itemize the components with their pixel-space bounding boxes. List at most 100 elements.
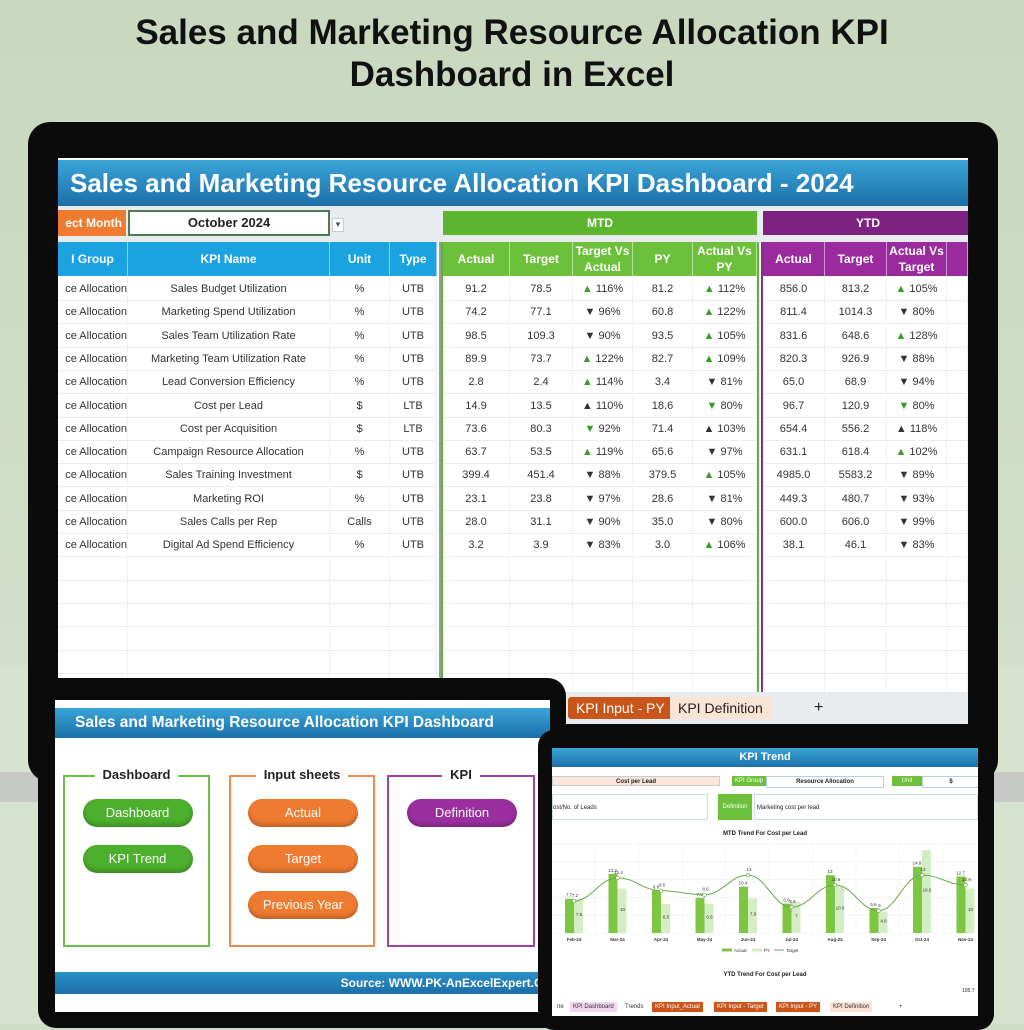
empty-cell xyxy=(573,650,633,674)
table-cell-m-avp: ▲ 112% xyxy=(693,278,757,301)
x-tick-label: Oct-24 xyxy=(915,937,930,942)
target-button[interactable]: Target xyxy=(248,845,358,873)
table-cell-type: UTB xyxy=(390,441,437,465)
trend-tab[interactable]: ne xyxy=(554,1002,567,1012)
table-cell-y-tgt: 46.1 xyxy=(825,534,887,558)
arrow-up-icon: ▲ xyxy=(895,422,910,435)
table-cell-group: ce Allocation xyxy=(58,347,128,371)
percent-value: 99% xyxy=(912,516,935,528)
arrow-down-icon: ▼ xyxy=(898,306,913,319)
table-cell-m-tgt: 31.1 xyxy=(510,511,573,534)
select-month-label: ect Month xyxy=(58,210,126,236)
trend-tab[interactable]: KPI Dashboard xyxy=(570,1002,617,1012)
trend-title: KPI Trend xyxy=(552,748,978,767)
target-point xyxy=(658,888,664,893)
arrow-down-icon: ▼ xyxy=(898,352,913,365)
table-cell-m-tva: ▼ 97% xyxy=(573,487,633,511)
chevron-down-icon[interactable]: ▼ xyxy=(332,218,344,232)
empty-cell xyxy=(330,604,390,628)
arrow-down-icon: ▼ xyxy=(706,492,721,505)
table-cell-m-tva: ▼ 90% xyxy=(573,324,633,348)
column-header-name: KPI Name xyxy=(128,242,330,276)
data-label-target: 5.8 xyxy=(789,899,796,904)
table-cell-group: ce Allocation xyxy=(58,301,128,325)
data-label-py: 4.8 xyxy=(880,918,887,923)
percent-value: 80% xyxy=(720,516,743,528)
table-cell-name: Marketing ROI xyxy=(128,487,330,511)
kpi-trend-button[interactable]: KPI Trend xyxy=(82,845,193,873)
month-select[interactable]: October 2024 xyxy=(128,210,330,236)
table-cell-m-tva: ▼ 83% xyxy=(573,534,633,558)
column-header-y-avt: Actual Vs Target xyxy=(887,242,947,276)
mtd-section-header: MTD xyxy=(443,211,757,235)
add-sheet-button[interactable]: + xyxy=(814,699,824,716)
empty-cell xyxy=(330,627,390,651)
bar-py xyxy=(574,899,583,933)
column-header-m-act: Actual xyxy=(443,242,510,276)
tab-kpi-input-py[interactable]: KPI Input - PY xyxy=(568,697,673,719)
bar-py xyxy=(661,904,670,933)
table-cell-unit: % xyxy=(330,301,390,325)
percent-value: 83% xyxy=(598,539,621,552)
column-header-type: Type xyxy=(390,242,437,276)
table-cell-y-avt: ▲ 118% xyxy=(887,417,947,441)
table-cell-m-avp: ▼ 81% xyxy=(693,487,757,511)
percent-value: 105% xyxy=(717,329,746,342)
table-cell-m-tgt: 53.5 xyxy=(510,441,573,465)
arrow-down-icon: ▼ xyxy=(584,492,599,505)
legend-swatch-actual xyxy=(722,948,732,952)
table-cell-m-tgt: 80.3 xyxy=(510,417,573,441)
dashboard-title: Sales and Marketing Resource Allocation … xyxy=(58,160,968,206)
table-cell-group: ce Allocation xyxy=(58,394,128,418)
arrow-up-icon: ▲ xyxy=(581,283,596,295)
empty-cell xyxy=(390,650,437,674)
empty-cell xyxy=(390,627,437,651)
table-cell-y-tgt: 120.9 xyxy=(825,394,887,418)
empty-cell xyxy=(825,604,887,628)
table-cell-m-py: 3.0 xyxy=(633,534,693,558)
table-cell-y-tgt: 618.4 xyxy=(825,441,887,465)
empty-cell xyxy=(763,627,825,651)
data-label-py: 6.6 xyxy=(706,914,713,919)
table-cell-m-py: 65.6 xyxy=(633,441,693,465)
table-cell-y-tgt: 556.2 xyxy=(825,417,887,441)
empty-cell xyxy=(825,650,887,674)
table-cell-y-tgt: 926.9 xyxy=(825,347,887,371)
table-cell-y-avt: ▲ 102% xyxy=(887,441,947,465)
table-cell-unit: % xyxy=(330,371,390,395)
table-cell-m-act: 14.9 xyxy=(443,394,510,418)
trend-tab[interactable]: + xyxy=(899,1004,903,1010)
empty-cell xyxy=(763,557,825,581)
previous-year-button[interactable]: Previous Year xyxy=(248,891,358,919)
empty-cell xyxy=(763,650,825,674)
trend-tab[interactable]: Trends xyxy=(622,1002,647,1012)
actual-button[interactable]: Actual xyxy=(248,799,358,827)
empty-cell xyxy=(947,511,968,534)
section-divider xyxy=(439,242,441,698)
table-cell-y-avt: ▼ 89% xyxy=(887,464,947,488)
percent-value: 88% xyxy=(598,469,621,482)
empty-cell xyxy=(947,324,968,348)
bar-actual xyxy=(652,890,661,933)
arrow-up-icon: ▲ xyxy=(703,306,718,319)
table-cell-y-act: 65.0 xyxy=(763,371,825,395)
definition-button[interactable]: Definition xyxy=(407,799,517,827)
empty-cell xyxy=(763,604,825,628)
empty-cell xyxy=(947,487,968,511)
trend-tab[interactable]: KPI Definition xyxy=(830,1002,873,1012)
arrow-down-icon: ▼ xyxy=(706,516,721,528)
table-cell-group: ce Allocation xyxy=(58,371,128,395)
tab-kpi-definition[interactable]: KPI Definition xyxy=(670,697,771,719)
percent-value: 106% xyxy=(717,539,746,552)
empty-cell xyxy=(330,580,390,604)
bar-py xyxy=(965,888,975,933)
trend-tab[interactable]: KPI Input - PY xyxy=(776,1002,821,1012)
percent-value: 94% xyxy=(912,376,935,389)
data-label-actual: 13.3 xyxy=(608,868,617,873)
trend-tab[interactable]: KPI Input_Actual xyxy=(652,1002,703,1012)
kpi-select[interactable]: Cost per Lead xyxy=(552,776,720,786)
data-label-target: 13 xyxy=(920,867,926,872)
dashboard-button[interactable]: Dashboard xyxy=(82,799,193,827)
empty-cell xyxy=(128,557,330,581)
trend-tab[interactable]: KPI Input - Target xyxy=(714,1002,767,1012)
